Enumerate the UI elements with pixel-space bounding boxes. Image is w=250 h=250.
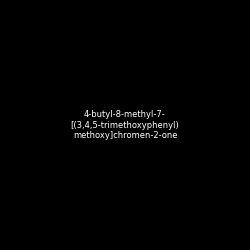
Text: 4-butyl-8-methyl-7-
[(3,4,5-trimethoxyphenyl)
methoxy]chromen-2-one: 4-butyl-8-methyl-7- [(3,4,5-trimethoxyph… <box>71 110 180 140</box>
